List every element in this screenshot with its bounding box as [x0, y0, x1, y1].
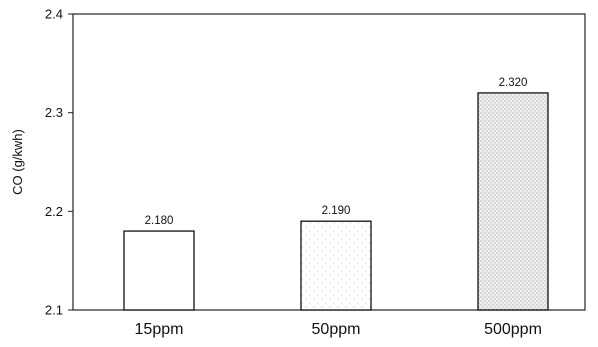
x-axis-category-labels: 15ppm 50ppm 500ppm — [135, 321, 542, 338]
data-label: 2.320 — [499, 77, 528, 89]
bar-500ppm — [477, 92, 549, 311]
category-label: 15ppm — [135, 321, 184, 338]
y-tick-label: 2.4 — [45, 7, 63, 22]
category-label: 500ppm — [484, 321, 542, 338]
y-tick-label: 2.1 — [45, 303, 63, 318]
bar-15ppm — [123, 230, 195, 311]
data-label: 2.190 — [322, 205, 351, 217]
bars-group — [123, 92, 549, 311]
y-tick-label: 2.3 — [45, 105, 63, 120]
y-axis-ticks: 2.1 2.2 2.3 2.4 — [45, 7, 73, 318]
data-labels-group: 2.180 2.190 2.320 — [145, 77, 528, 227]
bar-50ppm — [300, 220, 372, 311]
data-label: 2.180 — [145, 215, 174, 227]
y-axis-label: CO (g/kwh) — [10, 129, 25, 195]
category-label: 50ppm — [312, 321, 361, 338]
y-tick-label: 2.2 — [45, 204, 63, 219]
